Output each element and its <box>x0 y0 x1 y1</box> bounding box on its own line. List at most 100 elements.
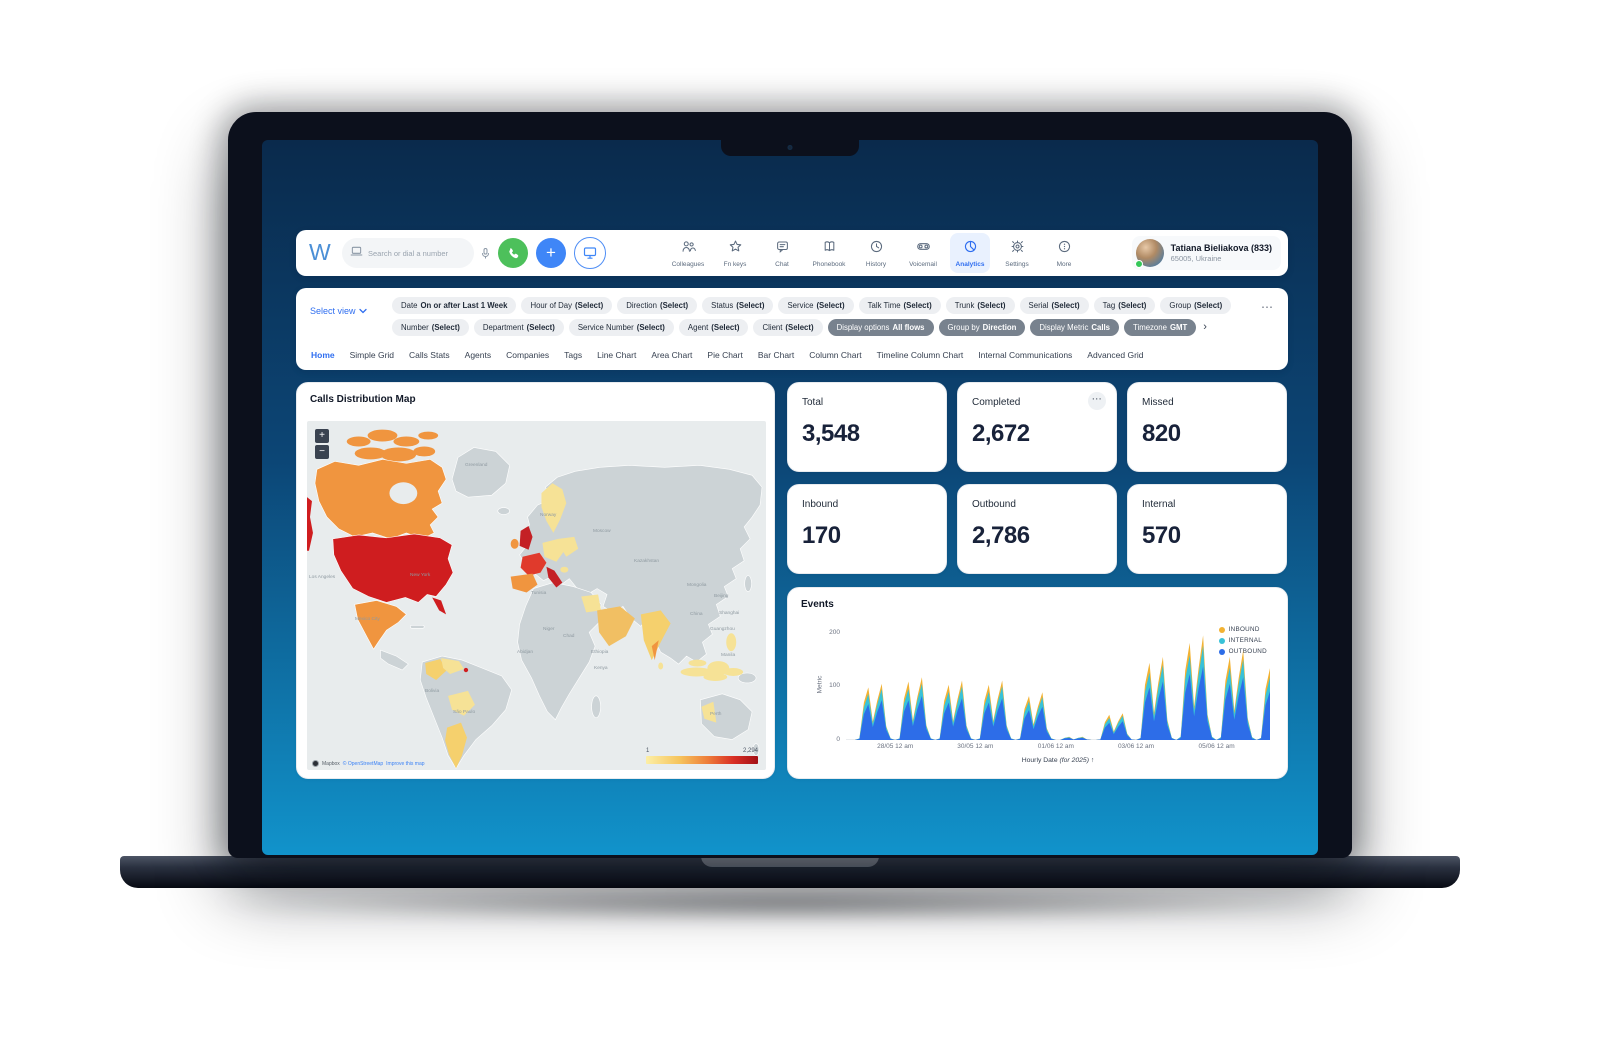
filter-chip-direction[interactable]: Direction (Select) <box>617 297 698 314</box>
openstreetmap-link[interactable]: © OpenStreetMap <box>342 760 384 767</box>
landmass-greenland <box>451 447 511 498</box>
landmass-iceland <box>497 507 510 515</box>
region-usa <box>332 533 454 603</box>
nav-item-phonebook[interactable]: Phonebook <box>809 233 849 273</box>
tab-line-chart[interactable]: Line Chart <box>597 350 637 360</box>
nav-item-voicemail[interactable]: Voicemail <box>903 233 943 273</box>
region-argentina <box>445 722 467 769</box>
legend-item-outbound[interactable]: OUTBOUND <box>1218 648 1267 655</box>
chevron-down-icon <box>358 306 367 316</box>
tab-agents[interactable]: Agents <box>464 350 492 360</box>
call-button[interactable] <box>498 238 528 268</box>
events-chart-svg <box>846 635 1270 740</box>
tab-advanced-grid[interactable]: Advanced Grid <box>1087 350 1144 360</box>
tab-column-chart[interactable]: Column Chart <box>809 350 862 360</box>
main-navigation: Colleagues Fn keys Chat Phonebook <box>668 233 1084 273</box>
tab-area-chart[interactable]: Area Chart <box>651 350 693 360</box>
legend-item-inbound[interactable]: INBOUND <box>1218 626 1267 633</box>
user-location: 65005, Ukraine <box>1170 254 1222 263</box>
nav-item-chat[interactable]: Chat <box>762 233 802 273</box>
tab-calls-stats[interactable]: Calls Stats <box>409 350 450 360</box>
map-card-title: Calls Distribution Map <box>310 394 416 405</box>
tab-tags[interactable]: Tags <box>564 350 583 360</box>
add-button[interactable]: + <box>536 238 566 268</box>
region-spain <box>510 573 538 593</box>
nav-item-colleagues[interactable]: Colleagues <box>668 233 708 273</box>
card-menu-button[interactable]: ⋯ <box>1088 392 1106 410</box>
region-italy <box>546 566 563 588</box>
clock-icon <box>869 239 884 259</box>
x-axis-tick: 01/06 12 am <box>1037 743 1074 750</box>
tab-home[interactable]: Home <box>311 350 335 360</box>
region-philippines <box>726 633 737 652</box>
region-canadian-arctic-4 <box>418 431 439 440</box>
search-bar[interactable] <box>342 238 474 268</box>
region-poland <box>558 536 579 557</box>
nav-item-history[interactable]: History <box>856 233 896 273</box>
screen-share-button[interactable] <box>574 237 606 269</box>
map-legend-gradient-bar <box>646 756 758 764</box>
filter-bar: Select view Date On or after Last 1 Week … <box>296 288 1288 370</box>
tab-bar-chart[interactable]: Bar Chart <box>757 350 795 360</box>
world-map[interactable]: Greenland Norway Moscow Kazakhstan Mongolia B… <box>307 421 766 770</box>
region-sumatra <box>680 667 713 677</box>
stat-card-missed: Missed 820 <box>1127 382 1287 472</box>
filters-scroll-right-arrow[interactable]: › <box>1203 321 1207 333</box>
improve-map-link[interactable]: Improve this map <box>386 760 425 767</box>
stat-label: Completed <box>972 397 1021 408</box>
region-canadian-arctic-2 <box>367 429 398 442</box>
search-input[interactable] <box>368 248 464 258</box>
tab-pie-chart[interactable]: Pie Chart <box>707 350 743 360</box>
x-axis-tick: 28/05 12 am <box>877 743 914 750</box>
filter-chip-tag[interactable]: Tag (Select) <box>1093 297 1156 314</box>
filter-chip-display-options[interactable]: Display options All flows <box>827 319 934 336</box>
map-zoom-out-button[interactable]: − <box>315 445 329 459</box>
filter-chip-department[interactable]: Department (Select) <box>473 319 564 336</box>
region-germany <box>542 538 565 562</box>
filter-chip-status[interactable]: Status (Select) <box>702 297 774 314</box>
filter-chip-hour-of-day[interactable]: Hour of Day (Select) <box>521 297 613 314</box>
legend-item-internal[interactable]: INTERNAL <box>1218 637 1267 644</box>
tab-internal-communications[interactable]: Internal Communications <box>978 350 1073 360</box>
map-zoom-in-button[interactable]: + <box>315 429 329 443</box>
nav-item-more[interactable]: More <box>1044 233 1084 273</box>
events-card-title: Events <box>801 599 834 610</box>
filter-chip-display-metric[interactable]: Display Metric Calls <box>1030 319 1119 336</box>
stat-label: Internal <box>1142 499 1176 510</box>
laptop-lid-scoop <box>701 856 879 867</box>
mapbox-link[interactable]: Mapbox <box>322 760 340 767</box>
filter-chip-talk-time[interactable]: Talk Time (Select) <box>858 297 941 314</box>
filter-chip-timezone[interactable]: Timezone GMT <box>1124 319 1197 336</box>
landmass-central-america <box>380 649 409 671</box>
map-legend-min: 1 <box>646 748 650 754</box>
filter-chip-date[interactable]: Date On or after Last 1 Week <box>392 297 517 314</box>
laptop-screen: W <box>262 140 1318 855</box>
filter-chip-group[interactable]: Group (Select) <box>1160 297 1232 314</box>
events-x-axis-title[interactable]: Hourly Date (for 2025) ↑ <box>1021 757 1095 764</box>
filter-chip-number[interactable]: Number (Select) <box>392 319 469 336</box>
y-axis-tick: 100 <box>829 682 840 690</box>
tab-simple-grid[interactable]: Simple Grid <box>349 350 395 360</box>
region-canadian-arctic-5 <box>354 447 387 460</box>
nav-item-settings[interactable]: Settings <box>997 233 1037 273</box>
filter-chip-group-by[interactable]: Group by Direction <box>938 319 1026 336</box>
nav-item-analytics[interactable]: Analytics <box>950 233 990 273</box>
filters-overflow-button[interactable]: ⋯ <box>1261 300 1274 314</box>
microphone-icon[interactable] <box>477 245 493 261</box>
nav-item-fn-keys[interactable]: Fn keys <box>715 233 755 273</box>
select-view-dropdown[interactable]: Select view <box>310 306 367 316</box>
region-ireland <box>510 538 519 549</box>
filter-chip-service[interactable]: Service (Select) <box>778 297 854 314</box>
tab-companies[interactable]: Companies <box>506 350 550 360</box>
filter-chip-agent[interactable]: Agent (Select) <box>678 319 749 336</box>
user-profile[interactable]: Tatiana Bieliakova (833) 65005, Ukraine <box>1131 236 1281 270</box>
region-venezuela <box>441 658 464 674</box>
filter-chip-service-number[interactable]: Service Number (Select) <box>568 319 674 336</box>
filter-chip-trunk[interactable]: Trunk (Select) <box>945 297 1015 314</box>
tab-timeline-column-chart[interactable]: Timeline Column Chart <box>876 350 964 360</box>
stat-card-outbound: Outbound 2,786 <box>957 484 1117 574</box>
wildix-logo: W <box>309 239 331 265</box>
filter-chip-serial[interactable]: Serial (Select) <box>1019 297 1089 314</box>
filter-chip-client[interactable]: Client (Select) <box>753 319 823 336</box>
landmass-eurasia <box>519 465 763 665</box>
